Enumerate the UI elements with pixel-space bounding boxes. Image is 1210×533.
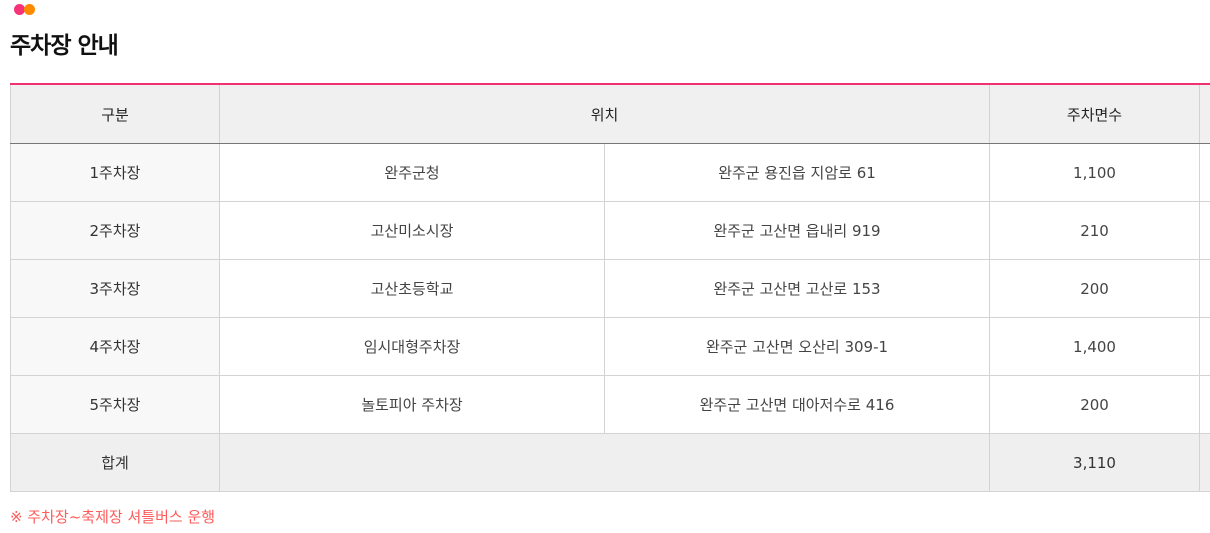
parking-name: 4주차장	[10, 317, 220, 376]
table-row: 5주차장 놀토피아 주차장 완주군 고산면 대아저수로 416 200	[10, 375, 1210, 434]
total-spaces: 3,110	[989, 433, 1201, 492]
parking-address: 완주군 고산면 고산로 153	[603, 259, 991, 318]
row-extra	[1199, 375, 1210, 434]
header-location: 위치	[218, 83, 991, 144]
page-title: 주차장 안내	[10, 33, 119, 59]
total-empty	[218, 433, 991, 492]
table-row: 3주차장 고산초등학교 완주군 고산면 고산로 153 200	[10, 259, 1210, 318]
title-dots-icon	[14, 4, 35, 15]
parking-place: 고산초등학교	[219, 259, 605, 318]
parking-table-wrapper: 구분 위치 주차면수 1주차장 완주군청 완주군 용진읍 지암로 61 1,100 2주…	[10, 83, 1210, 492]
parking-name: 1주차장	[10, 143, 220, 202]
row-extra	[1199, 259, 1210, 318]
table-row: 2주차장 고산미소시장 완주군 고산면 읍내리 919 210	[10, 201, 1210, 260]
parking-name: 3주차장	[10, 259, 220, 318]
parking-address: 완주군 고산면 읍내리 919	[603, 201, 991, 260]
header-spaces: 주차면수	[989, 83, 1201, 144]
parking-place: 고산미소시장	[219, 201, 605, 260]
table-header-row: 구분 위치 주차면수	[10, 83, 1210, 144]
parking-spaces: 1,400	[989, 317, 1201, 376]
shuttle-note: ※ 주차장~축제장 셔틀버스 운행	[10, 508, 216, 526]
parking-spaces: 200	[989, 375, 1201, 434]
row-extra	[1199, 143, 1210, 202]
parking-spaces: 200	[989, 259, 1201, 318]
parking-place: 완주군청	[219, 143, 605, 202]
parking-table: 구분 위치 주차면수 1주차장 완주군청 완주군 용진읍 지암로 61 1,100 2주…	[10, 83, 1210, 492]
row-extra	[1199, 317, 1210, 376]
parking-spaces: 1,100	[989, 143, 1201, 202]
parking-place: 놀토피아 주차장	[219, 375, 605, 434]
parking-place: 임시대형주차장	[219, 317, 605, 376]
table-row: 4주차장 임시대형주차장 완주군 고산면 오산리 309-1 1,400	[10, 317, 1210, 376]
parking-address: 완주군 고산면 대아저수로 416	[603, 375, 991, 434]
parking-address: 완주군 용진읍 지암로 61	[603, 143, 991, 202]
parking-name: 2주차장	[10, 201, 220, 260]
parking-address: 완주군 고산면 오산리 309-1	[603, 317, 991, 376]
header-category: 구분	[10, 83, 220, 144]
total-row: 합계 3,110	[10, 433, 1210, 492]
total-extra	[1199, 433, 1210, 492]
header-extra	[1199, 83, 1210, 144]
total-label: 합계	[10, 433, 220, 492]
parking-spaces: 210	[989, 201, 1201, 260]
table-row: 1주차장 완주군청 완주군 용진읍 지암로 61 1,100	[10, 143, 1210, 202]
parking-name: 5주차장	[10, 375, 220, 434]
row-extra	[1199, 201, 1210, 260]
